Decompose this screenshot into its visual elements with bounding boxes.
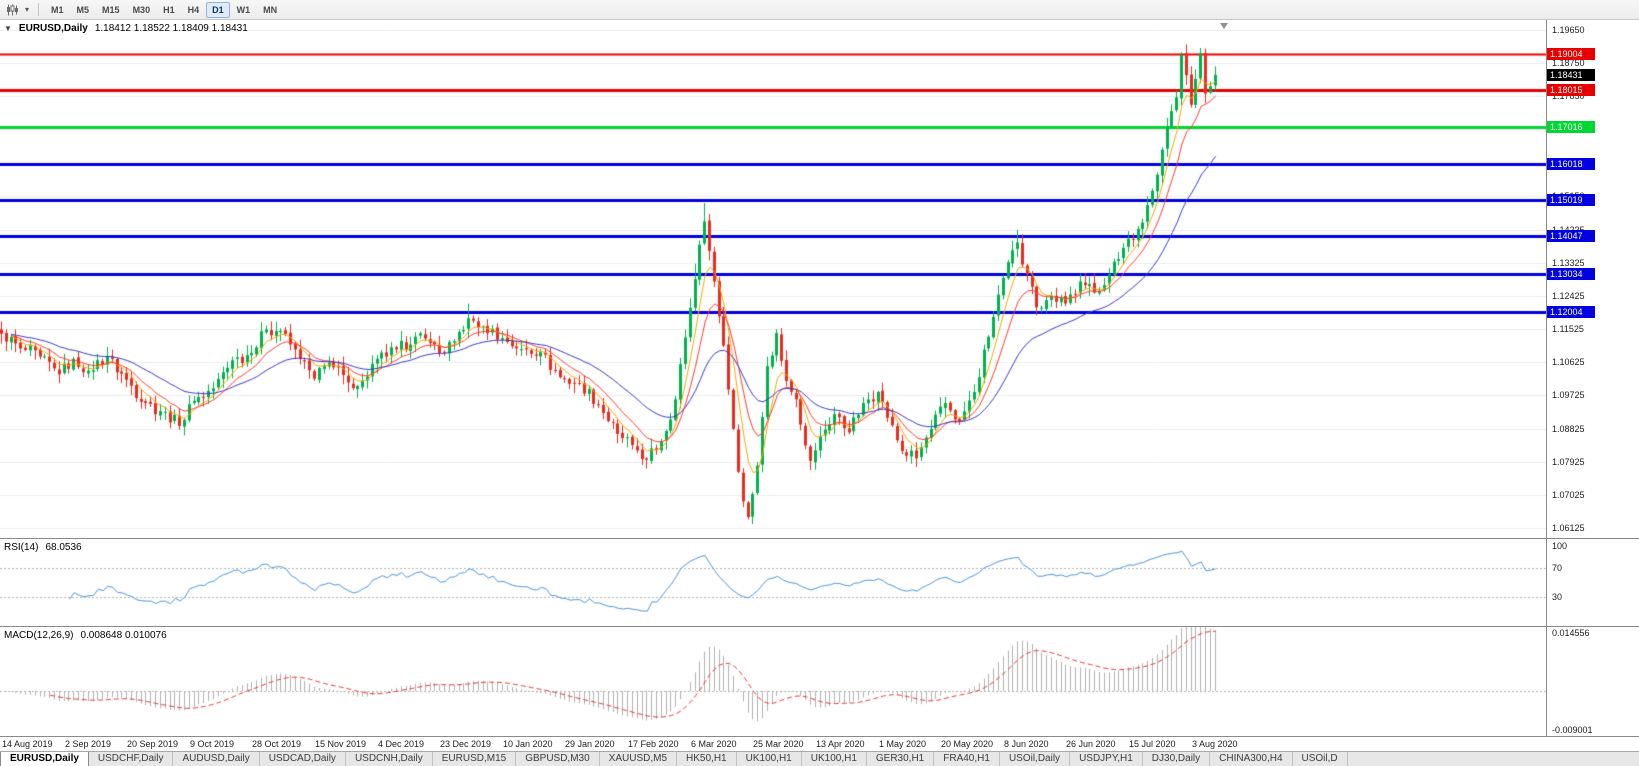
date-label: 10 Jan 2020 <box>503 739 553 749</box>
chart-tab-ger30-h1[interactable]: GER30,H1 <box>866 752 935 766</box>
timeframe-button-m30[interactable]: M30 <box>132 4 151 15</box>
chart-ohlc-values: 1.18412 1.18522 1.18409 1.18431 <box>94 23 248 34</box>
chart-type-icon[interactable] <box>4 3 21 17</box>
date-label: 26 Jun 2020 <box>1066 739 1116 749</box>
main-chart-canvas[interactable] <box>0 20 1546 538</box>
date-label: 17 Feb 2020 <box>628 739 679 749</box>
chart-tab-usdjpy-h1[interactable]: USDJPY,H1 <box>1070 752 1143 766</box>
chart-tab-xauusd-m5[interactable]: XAUUSD,M5 <box>599 752 678 766</box>
date-label: 28 Oct 2019 <box>252 739 302 749</box>
timeframe-button-mn[interactable]: MN <box>263 4 278 15</box>
rsi-panel: RSI(14) 68.0536 <box>0 539 1639 626</box>
toolbar: ▾ M1 M5 M15 M30 H1 H4 D1 W1 MN <box>0 0 1639 20</box>
rsi-indicator-value: 68.0536 <box>45 542 82 553</box>
macd-axis <box>1546 627 1639 736</box>
date-label: 3 Aug 2020 <box>1192 739 1238 749</box>
date-label: 8 Jun 2020 <box>1004 739 1049 749</box>
chart-title: ▼ EURUSD,Daily 1.18412 1.18522 1.18409 1… <box>4 23 248 34</box>
chart-tab-dj30-daily[interactable]: DJ30,Daily <box>1142 752 1211 766</box>
chart-tab-uk100-h1[interactable]: UK100,H1 <box>801 752 867 766</box>
date-label: 14 Aug 2019 <box>2 739 53 749</box>
chart-tab-eurusd-daily[interactable]: EURUSD,Daily <box>0 752 89 766</box>
chart-tab-usoil-d[interactable]: USOil,D <box>1292 752 1348 766</box>
chart-tab-usdcnh-daily[interactable]: USDCNH,Daily <box>345 752 433 766</box>
date-label: 13 Apr 2020 <box>816 739 865 749</box>
macd-canvas[interactable] <box>0 627 1546 736</box>
date-label: 29 Jan 2020 <box>565 739 615 749</box>
panel-separator[interactable] <box>0 538 1639 539</box>
timeframe-button-m15[interactable]: M15 <box>102 4 120 15</box>
timeframe-button-d1[interactable]: D1 <box>206 1 230 18</box>
price-axis[interactable] <box>1546 20 1639 538</box>
date-label: 25 Mar 2020 <box>753 739 804 749</box>
rsi-canvas[interactable] <box>0 539 1546 626</box>
date-label: 9 Oct 2019 <box>190 739 235 749</box>
chart-tab-eurusd-m15[interactable]: EURUSD,M15 <box>432 752 517 766</box>
macd-indicator-name: MACD(12,26,9) <box>4 630 74 641</box>
chart-tab-fra40-h1[interactable]: FRA40,H1 <box>934 752 1000 766</box>
timeframe-button-m5[interactable]: M5 <box>76 4 90 15</box>
date-label: 20 May 2020 <box>941 739 994 749</box>
chart-tab-gbpusd-m30[interactable]: GBPUSD,M30 <box>516 752 600 766</box>
date-label: 15 Nov 2019 <box>315 739 367 749</box>
chart-tab-china300-h4[interactable]: CHINA300,H4 <box>1210 752 1293 766</box>
rsi-indicator-name: RSI(14) <box>4 542 39 553</box>
macd-title: MACD(12,26,9) 0.008648 0.010076 <box>4 630 167 641</box>
chart-shift-marker-icon[interactable] <box>1220 23 1228 29</box>
date-label: 15 Jul 2020 <box>1129 739 1176 749</box>
date-label: 2 Sep 2019 <box>65 739 112 749</box>
rsi-axis <box>1546 539 1639 626</box>
chart-tab-usdchf-daily[interactable]: USDCHF,Daily <box>88 752 174 766</box>
timeframe-button-m1[interactable]: M1 <box>51 4 64 15</box>
toolbar-separator <box>38 3 40 16</box>
date-axis[interactable]: 14 Aug 2019 2 Sep 2019 20 Sep 2019 9 Oct 20… <box>0 737 1639 751</box>
date-label: 6 Mar 2020 <box>691 739 737 749</box>
date-label: 23 Dec 2019 <box>440 739 492 749</box>
chart-tab-hk50-h1[interactable]: HK50,H1 <box>677 752 737 766</box>
timeframe-buttons: M1 M5 M15 M30 H1 H4 D1 W1 MN <box>45 1 283 18</box>
collapse-icon[interactable]: ▼ <box>4 24 12 33</box>
timeframe-button-w1[interactable]: W1 <box>236 4 251 15</box>
tab-bar: EURUSD,Daily USDCHF,Daily AUDUSD,Daily USDC… <box>0 751 1639 766</box>
panel-separator <box>0 736 1639 737</box>
date-label: 4 Dec 2019 <box>378 739 425 749</box>
date-label: 1 May 2020 <box>879 739 927 749</box>
chart-tab-uk100-h1[interactable]: UK100,H1 <box>736 752 802 766</box>
timeframe-button-h1[interactable]: H1 <box>163 4 175 15</box>
macd-panel: MACD(12,26,9) 0.008648 0.010076 <box>0 627 1639 736</box>
chart-tab-usdcad-daily[interactable]: USDCAD,Daily <box>259 752 346 766</box>
date-label: 20 Sep 2019 <box>127 739 179 749</box>
chart-symbol-label: EURUSD,Daily <box>18 23 88 34</box>
rsi-title: RSI(14) 68.0536 <box>4 542 82 553</box>
dropdown-caret-icon[interactable]: ▾ <box>25 5 30 14</box>
chart-tab-usoil-daily[interactable]: USOil,Daily <box>999 752 1071 766</box>
main-chart-panel: ▼ EURUSD,Daily 1.18412 1.18522 1.18409 1… <box>0 20 1639 538</box>
chart-tab-audusd-daily[interactable]: AUDUSD,Daily <box>173 752 260 766</box>
macd-indicator-values: 0.008648 0.010076 <box>80 630 167 641</box>
timeframe-button-h4[interactable]: H4 <box>187 4 200 15</box>
panel-separator[interactable] <box>0 626 1639 627</box>
